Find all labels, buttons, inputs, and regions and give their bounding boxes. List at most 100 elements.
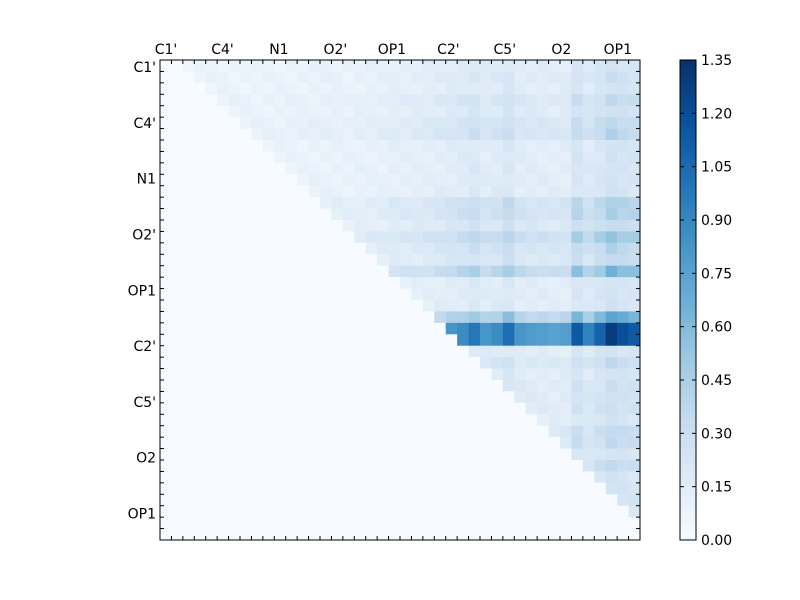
heatmap-cell xyxy=(160,94,172,107)
heatmap-cell xyxy=(354,448,367,461)
heatmap-cell xyxy=(217,528,229,541)
heatmap-cell xyxy=(251,82,264,95)
heatmap-cell xyxy=(365,242,378,255)
heatmap-cell xyxy=(320,162,332,175)
heatmap-cell xyxy=(571,311,584,324)
heatmap-cell xyxy=(182,71,195,84)
heatmap-cell xyxy=(537,505,549,518)
heatmap-cell xyxy=(388,185,401,198)
heatmap-cell xyxy=(262,391,275,404)
heatmap-cell xyxy=(502,528,515,541)
heatmap-cell xyxy=(297,277,309,289)
heatmap-cell xyxy=(262,437,275,449)
heatmap-cell xyxy=(422,117,435,129)
heatmap-cell xyxy=(194,185,207,198)
heatmap-cell xyxy=(457,322,469,335)
heatmap-cell xyxy=(571,505,584,518)
heatmap-cell xyxy=(205,94,218,107)
heatmap-cell xyxy=(617,460,629,472)
heatmap-cell xyxy=(400,128,412,141)
heatmap-cell xyxy=(560,345,572,358)
heatmap-cell xyxy=(182,242,195,255)
heatmap-cell xyxy=(365,162,378,175)
heatmap-cell xyxy=(217,185,229,198)
heatmap-cell xyxy=(182,117,195,129)
heatmap-cell xyxy=(468,231,481,244)
heatmap-cell xyxy=(411,185,424,198)
heatmap-cell xyxy=(217,448,229,461)
heatmap-cell xyxy=(194,197,207,209)
heatmap-cell xyxy=(491,277,504,289)
heatmap-cell xyxy=(182,528,195,541)
heatmap-cell xyxy=(285,482,298,495)
heatmap-cell xyxy=(342,277,355,289)
heatmap-cell xyxy=(411,517,424,529)
heatmap-cell xyxy=(445,117,458,129)
heatmap-cell xyxy=(377,402,389,415)
heatmap-cell xyxy=(514,300,527,312)
heatmap-cell xyxy=(491,414,504,427)
heatmap-cell xyxy=(525,254,538,267)
heatmap-cell xyxy=(331,505,344,518)
heatmap-cell xyxy=(228,220,241,232)
heatmap-cell xyxy=(617,117,629,129)
heatmap-cell xyxy=(171,151,184,164)
heatmap-cell xyxy=(628,425,641,438)
heatmap-cell xyxy=(400,185,412,198)
heatmap-cell xyxy=(320,345,332,358)
heatmap-cell xyxy=(400,505,412,518)
heatmap-cell xyxy=(617,60,629,72)
heatmap-cell xyxy=(297,71,309,84)
heatmap-cell xyxy=(628,460,641,472)
heatmap-cell xyxy=(194,460,207,472)
heatmap-cell xyxy=(400,254,412,267)
heatmap-cell xyxy=(160,174,172,187)
heatmap-cell xyxy=(285,197,298,209)
heatmap-cell xyxy=(262,174,275,187)
heatmap-cell xyxy=(274,368,287,381)
heatmap-cell xyxy=(491,528,504,541)
heatmap-cell xyxy=(342,288,355,301)
heatmap-cell xyxy=(308,494,321,507)
heatmap-cell xyxy=(251,494,264,507)
heatmap-cell xyxy=(628,231,641,244)
heatmap-cell xyxy=(320,220,332,232)
heatmap-cell xyxy=(377,254,389,267)
heatmap-cell xyxy=(194,151,207,164)
heatmap-cell xyxy=(434,402,447,415)
heatmap-cell xyxy=(297,60,309,72)
heatmap-cell xyxy=(400,117,412,129)
heatmap-cell xyxy=(514,482,527,495)
heatmap-cell xyxy=(194,242,207,255)
heatmap-cell xyxy=(571,471,584,484)
heatmap-cell xyxy=(160,162,172,175)
heatmap-cell xyxy=(228,357,241,369)
heatmap-cell xyxy=(537,402,549,415)
heatmap-cell xyxy=(182,265,195,278)
heatmap-cell xyxy=(217,140,229,152)
heatmap-cell xyxy=(502,277,515,289)
heatmap-cell xyxy=(594,357,607,369)
heatmap-cell xyxy=(617,471,629,484)
heatmap-cell xyxy=(445,517,458,529)
heatmap-cell xyxy=(228,140,241,152)
heatmap-cell xyxy=(617,220,629,232)
heatmap-cell xyxy=(434,197,447,209)
heatmap-cell xyxy=(617,254,629,267)
heatmap-cell xyxy=(491,482,504,495)
heatmap-cell xyxy=(571,460,584,472)
heatmap-cell xyxy=(205,162,218,175)
heatmap-cell xyxy=(354,357,367,369)
heatmap-cell xyxy=(480,460,492,472)
heatmap-cell xyxy=(582,208,595,221)
heatmap-cell xyxy=(537,140,549,152)
heatmap-cell xyxy=(182,174,195,187)
heatmap-cell xyxy=(480,322,492,335)
heatmap-cell xyxy=(617,277,629,289)
heatmap-cell xyxy=(342,311,355,324)
heatmap-cell xyxy=(525,448,538,461)
heatmap-cell xyxy=(411,334,424,347)
heatmap-cell xyxy=(297,128,309,141)
heatmap-cell xyxy=(205,105,218,118)
heatmap-cell xyxy=(502,322,515,335)
